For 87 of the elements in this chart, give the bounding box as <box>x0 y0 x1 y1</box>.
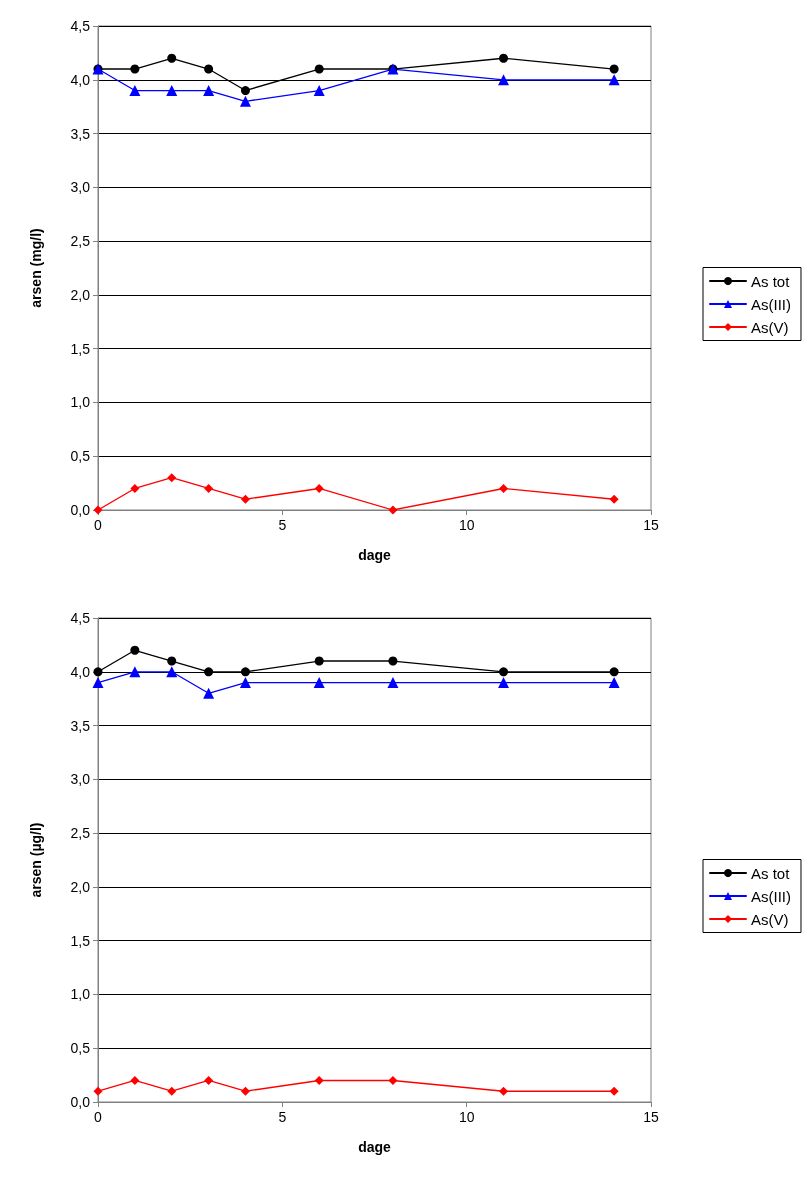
point <box>499 1086 509 1096</box>
point <box>387 677 399 689</box>
point <box>314 1075 324 1085</box>
point <box>499 667 509 677</box>
point <box>499 53 509 63</box>
point <box>609 64 619 74</box>
point <box>93 667 103 677</box>
y-tick-label: 2,0 <box>70 286 91 303</box>
y-tick-label: 2,5 <box>70 825 91 842</box>
x-tick-label: 15 <box>643 1109 659 1125</box>
y-tick-label: 3,0 <box>70 179 91 196</box>
point <box>608 677 620 689</box>
point <box>129 666 141 678</box>
legend-label: As(III) <box>751 295 791 313</box>
point <box>130 64 140 74</box>
x-tick-label: 0 <box>94 517 103 533</box>
point <box>313 85 325 97</box>
y-tick-label: 4,5 <box>70 610 91 626</box>
point <box>204 483 214 493</box>
legend-label: As tot <box>751 864 791 882</box>
point <box>388 656 398 666</box>
x-tick-label: 0 <box>94 1109 103 1125</box>
x-tick-label: 5 <box>278 1109 287 1125</box>
point <box>314 483 324 493</box>
y-tick-label: 2,0 <box>70 878 91 895</box>
point <box>498 677 510 689</box>
point <box>498 74 510 86</box>
y-tick-label: 1,5 <box>70 340 91 357</box>
point <box>204 667 214 677</box>
y-tick-label: 4,0 <box>70 71 91 88</box>
point <box>167 1086 177 1096</box>
point <box>130 483 140 493</box>
point <box>388 505 398 515</box>
point <box>240 86 250 96</box>
point <box>240 667 250 677</box>
point <box>240 1086 250 1096</box>
point <box>609 1086 619 1096</box>
y-tick-label: 1,0 <box>70 394 91 411</box>
point <box>166 666 178 678</box>
point <box>92 677 104 689</box>
x-axis-title: dage <box>358 1139 392 1155</box>
point <box>167 53 177 63</box>
point <box>93 1086 103 1096</box>
point <box>203 85 215 97</box>
point <box>314 656 324 666</box>
y-axis-title: arsen (mg/l) <box>28 228 44 308</box>
x-axis-title: dage <box>358 547 392 563</box>
x-tick-label: 15 <box>643 517 659 533</box>
point <box>499 483 509 493</box>
point <box>204 1075 214 1085</box>
y-tick-label: 1,0 <box>70 986 91 1003</box>
point <box>130 645 140 655</box>
point <box>167 656 177 666</box>
y-tick-label: 4,5 <box>70 18 91 34</box>
x-tick-label: 5 <box>278 517 287 533</box>
y-tick-label: 2,5 <box>70 233 91 250</box>
point <box>239 95 251 107</box>
point <box>166 85 178 97</box>
point <box>608 74 620 86</box>
y-axis-title: arsen (µg/l) <box>28 822 44 898</box>
y-tick-label: 3,5 <box>70 125 91 142</box>
point <box>609 667 619 677</box>
point <box>204 64 214 74</box>
y-tick-label: 0,5 <box>70 1040 91 1057</box>
y-tick-label: 3,0 <box>70 771 91 788</box>
y-tick-label: 0,0 <box>70 502 91 518</box>
point <box>314 64 324 74</box>
y-tick-label: 0,0 <box>70 1094 91 1110</box>
y-tick-label: 0,5 <box>70 448 91 465</box>
x-tick-label: 10 <box>458 1109 475 1125</box>
legend-label: As(V) <box>751 318 789 336</box>
legend-label: As(III) <box>751 887 791 905</box>
point <box>313 677 325 689</box>
legend-label: As tot <box>751 272 791 290</box>
point <box>130 1075 140 1085</box>
point <box>239 677 251 689</box>
x-tick-label: 10 <box>458 517 475 533</box>
point <box>388 1075 398 1085</box>
point <box>203 687 215 699</box>
point <box>240 494 250 504</box>
y-tick-label: 4,0 <box>70 663 91 680</box>
y-tick-label: 3,5 <box>70 717 91 734</box>
y-tick-label: 1,5 <box>70 932 91 949</box>
legend-label: As(V) <box>751 910 789 928</box>
point <box>129 85 141 97</box>
point <box>167 473 177 483</box>
point <box>609 494 619 504</box>
